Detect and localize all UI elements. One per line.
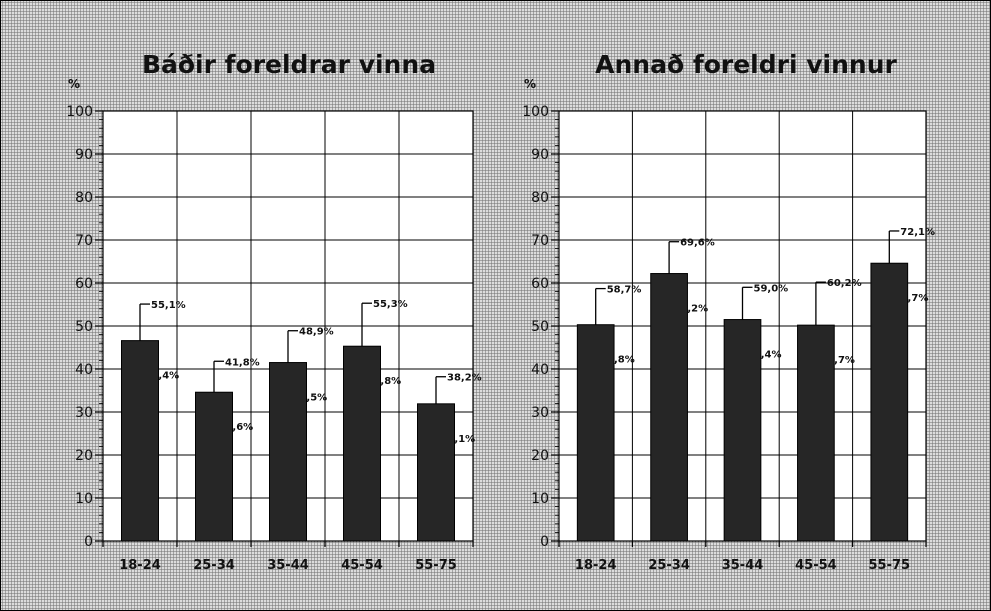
lower-bound-label: 54,2% — [673, 304, 708, 315]
y-tick-label: 90 — [531, 147, 549, 163]
upper-bound-label: 60,2% — [827, 278, 862, 289]
bar — [797, 324, 835, 542]
y-tick-label: 30 — [531, 405, 549, 421]
y-tick-label: 50 — [75, 319, 93, 335]
y-tick-label: 0 — [540, 534, 549, 550]
lower-bound-label: 39,7% — [820, 355, 855, 366]
bar — [269, 362, 307, 542]
y-tick-label: 90 — [75, 147, 93, 163]
y-tick-label: 50 — [531, 319, 549, 335]
lower-bound-label: 41,8% — [600, 355, 635, 366]
bar — [343, 345, 381, 542]
upper-bound-label: 55,3% — [373, 299, 408, 310]
upper-bound-label: 59,0% — [754, 283, 789, 294]
x-tick-label: 45-54 — [795, 558, 837, 573]
x-tick-label: 18-24 — [575, 558, 617, 573]
y-tick-label: 20 — [75, 448, 93, 464]
x-tick-label: 25-34 — [648, 558, 690, 573]
upper-bound-label: 48,9% — [299, 327, 334, 338]
upper-bound-label: 69,6% — [680, 238, 715, 249]
x-tick-label: 18-24 — [119, 558, 161, 573]
upper-bound-label: 58,7% — [607, 285, 642, 296]
x-tick-label: 35-44 — [267, 558, 309, 573]
chart-title: Annað foreldri vinnur — [595, 50, 897, 79]
y-tick-label: 30 — [75, 405, 93, 421]
chart-panel-1: Báðir foreldrar vinna% 0 10 20 30 40 50 60 70 80 9… — [66, 50, 481, 573]
lower-bound-label: 56,7% — [894, 293, 929, 304]
lower-bound-label: 35,8% — [367, 376, 402, 387]
chart-title: Báðir foreldrar vinna — [142, 50, 436, 79]
y-axis-unit-label: % — [68, 77, 80, 91]
lower-bound-label: 44,4% — [747, 350, 782, 361]
y-tick-label: 100 — [66, 104, 93, 120]
lower-bound-label: 34,5% — [293, 393, 328, 404]
y-tick-label: 100 — [522, 104, 549, 120]
y-tick-label: 20 — [531, 448, 549, 464]
bar — [650, 273, 688, 542]
y-tick-label: 60 — [75, 276, 93, 292]
bar — [195, 391, 233, 542]
lower-bound-label: 38,4% — [145, 371, 180, 382]
y-axis-unit-label: % — [524, 77, 536, 91]
y-tick-label: 10 — [531, 491, 549, 507]
x-tick-label: 45-54 — [341, 558, 383, 573]
y-tick-label: 40 — [531, 362, 549, 378]
upper-bound-label: 38,2% — [447, 373, 482, 384]
bar — [121, 340, 159, 542]
x-tick-label: 55-75 — [869, 558, 911, 573]
y-tick-label: 70 — [531, 233, 549, 249]
upper-bound-label: 72,1% — [900, 227, 935, 238]
upper-bound-label: 55,1% — [151, 300, 186, 311]
chart-panel-2: Annað foreldri vinnur% 0 10 20 30 40 50 60 70 80 9… — [522, 50, 935, 573]
bar — [723, 319, 762, 542]
y-tick-label: 0 — [84, 534, 93, 550]
x-tick-label: 25-34 — [193, 558, 235, 573]
x-tick-label: 55-75 — [415, 558, 457, 573]
bar — [417, 403, 455, 542]
bar — [576, 324, 615, 542]
x-tick-label: 35-44 — [722, 558, 764, 573]
lower-bound-label: 27,6% — [219, 422, 254, 433]
y-tick-label: 10 — [75, 491, 93, 507]
y-tick-label: 60 — [531, 276, 549, 292]
y-tick-label: 40 — [75, 362, 93, 378]
y-tick-label: 80 — [531, 190, 549, 206]
lower-bound-label: 25,1% — [441, 434, 476, 445]
bar — [870, 262, 909, 542]
y-tick-label: 80 — [75, 190, 93, 206]
y-tick-label: 70 — [75, 233, 93, 249]
upper-bound-label: 41,8% — [225, 357, 260, 368]
